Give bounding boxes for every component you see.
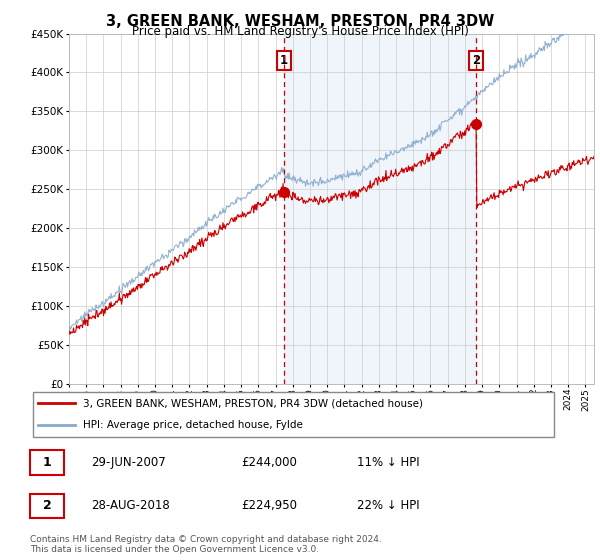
Text: 2: 2	[43, 500, 52, 512]
Text: 11% ↓ HPI: 11% ↓ HPI	[358, 456, 420, 469]
FancyBboxPatch shape	[32, 392, 554, 437]
Text: HPI: Average price, detached house, Fylde: HPI: Average price, detached house, Fyld…	[83, 421, 302, 431]
FancyBboxPatch shape	[30, 450, 64, 475]
Text: 1: 1	[280, 54, 288, 67]
Text: 2: 2	[472, 54, 481, 67]
Bar	[284, 34, 476, 384]
FancyBboxPatch shape	[30, 494, 64, 518]
Text: Contains HM Land Registry data © Crown copyright and database right 2024.
This d: Contains HM Land Registry data © Crown c…	[30, 535, 382, 554]
Text: £244,000: £244,000	[241, 456, 297, 469]
Text: Price paid vs. HM Land Registry's House Price Index (HPI): Price paid vs. HM Land Registry's House …	[131, 25, 469, 38]
Text: 3, GREEN BANK, WESHAM, PRESTON, PR4 3DW: 3, GREEN BANK, WESHAM, PRESTON, PR4 3DW	[106, 14, 494, 29]
Text: 28-AUG-2018: 28-AUG-2018	[91, 500, 169, 512]
Text: 22% ↓ HPI: 22% ↓ HPI	[358, 500, 420, 512]
Text: 29-JUN-2007: 29-JUN-2007	[91, 456, 166, 469]
Text: £224,950: £224,950	[241, 500, 297, 512]
Text: 3, GREEN BANK, WESHAM, PRESTON, PR4 3DW (detached house): 3, GREEN BANK, WESHAM, PRESTON, PR4 3DW …	[83, 398, 423, 408]
Text: 1: 1	[43, 456, 52, 469]
